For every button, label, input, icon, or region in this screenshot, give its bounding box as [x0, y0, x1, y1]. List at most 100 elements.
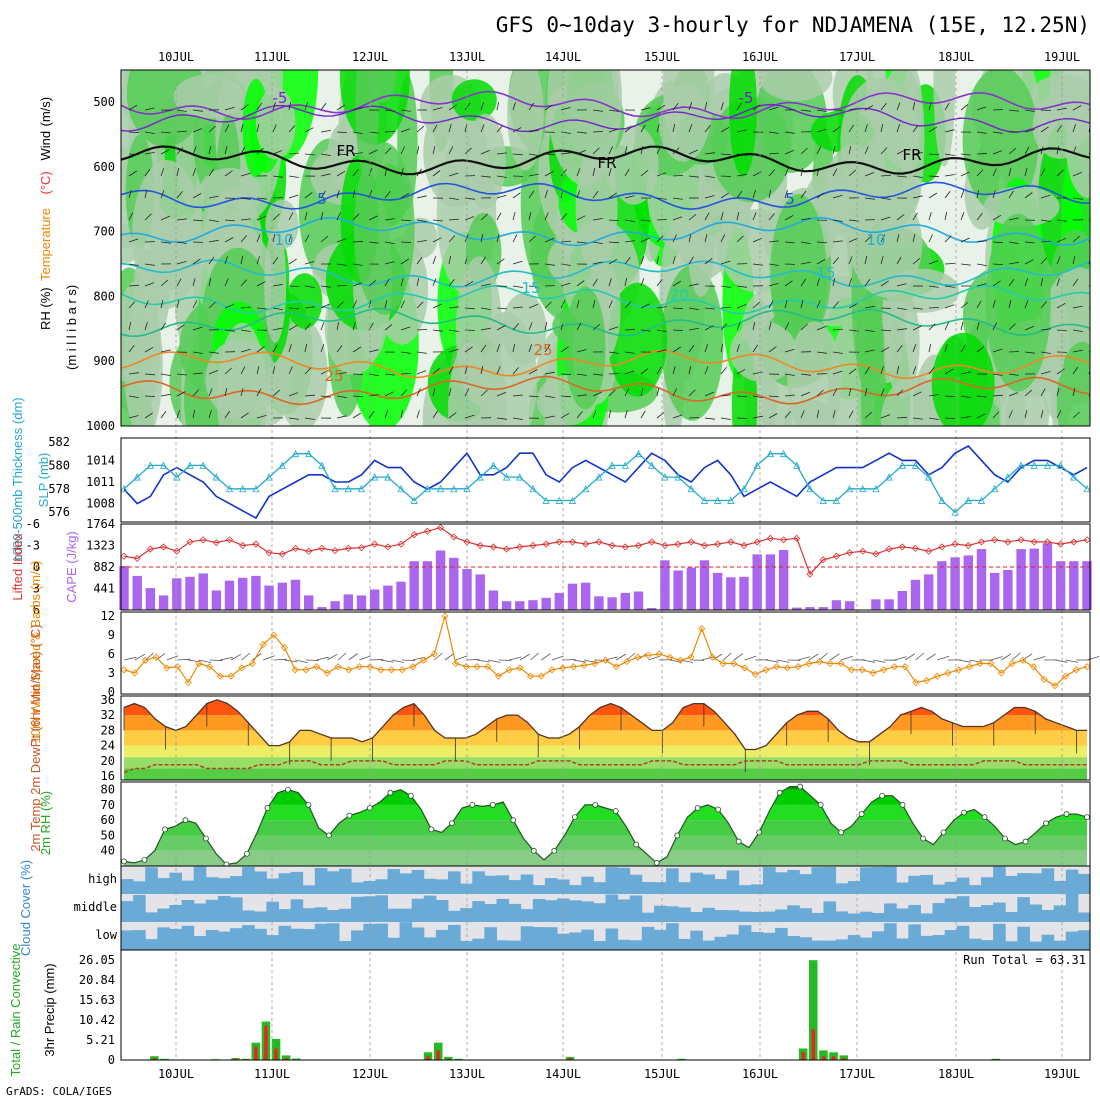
- wind-barb: [576, 322, 582, 331]
- rh-blob: [479, 346, 507, 426]
- rh-blob: [173, 74, 244, 119]
- wind-barb: [1024, 241, 1035, 244]
- wind-barb: [608, 410, 612, 419]
- cloud-cell: [484, 927, 497, 950]
- wind-barb: [464, 414, 475, 419]
- thickness-point: [1030, 461, 1038, 469]
- cape-bar: [409, 561, 419, 610]
- wind-barb: [448, 412, 457, 419]
- wind-barb: [144, 346, 154, 353]
- wind-barb: [208, 146, 212, 155]
- wind-barb: [144, 322, 148, 331]
- li-point: [476, 541, 484, 550]
- precip-convective-bar: [811, 1029, 815, 1060]
- wind-barb: [448, 124, 452, 133]
- wind-barb: [416, 410, 420, 419]
- cape-bar: [264, 585, 274, 610]
- wind-barb: [160, 410, 167, 419]
- wind-barb: [976, 240, 987, 243]
- wind-speed-point: [462, 663, 470, 671]
- wind-barb-10m: [1001, 653, 1012, 661]
- cloud-cell: [351, 930, 364, 950]
- wind-barb: [736, 129, 747, 133]
- wind-barb: [176, 278, 182, 287]
- wind-barb: [768, 346, 777, 353]
- wind-barb: [192, 258, 201, 265]
- wind-barb: [768, 131, 779, 134]
- wind-speed-point: [634, 653, 642, 661]
- cape-bar: [778, 550, 789, 610]
- wind-barb-10m: [765, 659, 779, 663]
- wind-barb-10m: [305, 659, 319, 661]
- temp-tick: 16: [101, 769, 115, 783]
- wind-barb: [1056, 303, 1066, 309]
- wind-barb: [928, 285, 939, 288]
- wind-barb-10m: [626, 652, 636, 661]
- wind-barb: [576, 280, 585, 287]
- wind-barb: [208, 278, 212, 287]
- contour-label: 15: [816, 264, 835, 282]
- cloud-cell: [1017, 873, 1030, 894]
- run-total-annotation: Run Total = 63.31: [963, 953, 1086, 967]
- wind-barb: [736, 322, 741, 331]
- contour-label: 20: [669, 286, 688, 304]
- precip-tick: 5.21: [86, 1033, 115, 1047]
- wind-barb: [624, 168, 630, 177]
- li-point: [555, 538, 563, 546]
- rh-point: [879, 792, 886, 799]
- rh-blob: [663, 70, 715, 160]
- wind-barb: [224, 388, 228, 397]
- rh-point: [264, 805, 271, 811]
- rh-blob: [1066, 98, 1090, 199]
- panel-frame-thk: [120, 437, 1091, 523]
- wind-barb: [752, 415, 763, 419]
- cape-bar: [330, 601, 340, 610]
- wind-barb: [432, 329, 443, 332]
- cloud-cell: [993, 923, 1006, 950]
- wind-speed-point: [377, 666, 385, 674]
- cape-bar: [1055, 561, 1066, 610]
- cape-bar: [897, 591, 907, 610]
- wind-barb: [720, 192, 729, 199]
- wind-barb: [688, 102, 693, 111]
- thickness-tick: 576: [48, 505, 70, 519]
- wind-speed-point: [248, 659, 256, 668]
- wind-barb: [864, 104, 874, 111]
- wind-barb: [976, 131, 987, 134]
- date-label-top: 16JUL: [742, 50, 778, 64]
- wind-barb: [880, 197, 891, 200]
- wind-barb: [656, 278, 663, 287]
- temp-tick: 32: [101, 708, 115, 722]
- cape-bar: [304, 595, 314, 610]
- precip-convective-bar: [436, 1050, 440, 1060]
- date-label-top: 13JUL: [449, 50, 485, 64]
- rh-point: [920, 835, 926, 842]
- cloud-cell: [1053, 940, 1067, 950]
- cloud-cell: [1065, 869, 1079, 894]
- cape-bar: [435, 550, 446, 610]
- wind-speed-point: [741, 664, 749, 672]
- wind-barb: [816, 326, 827, 331]
- wind-barb: [352, 282, 363, 287]
- wind-barb: [1040, 410, 1044, 419]
- wind-barb: [352, 152, 363, 155]
- rh-blob: [451, 79, 497, 121]
- cloud-cell: [859, 867, 873, 894]
- wind-barb: [736, 368, 746, 375]
- cloud-cell: [981, 905, 994, 922]
- wind-barb: [480, 327, 491, 331]
- wind-barb: [256, 102, 263, 111]
- wind-barb: [688, 366, 692, 375]
- wind-barb: [1072, 235, 1080, 243]
- wind-barb: [144, 190, 148, 199]
- wind-barb-10m: [573, 659, 587, 663]
- wind-barb: [352, 190, 356, 199]
- panel-frame-wind: [120, 611, 1091, 695]
- wind-barb: [208, 351, 219, 354]
- wind-barb: [560, 373, 572, 375]
- wind-speed-point: [591, 659, 599, 668]
- cloud-cell: [133, 895, 146, 922]
- wind-barb: [400, 300, 405, 309]
- rh-point: [1063, 811, 1070, 817]
- wind-speed-point: [313, 663, 321, 671]
